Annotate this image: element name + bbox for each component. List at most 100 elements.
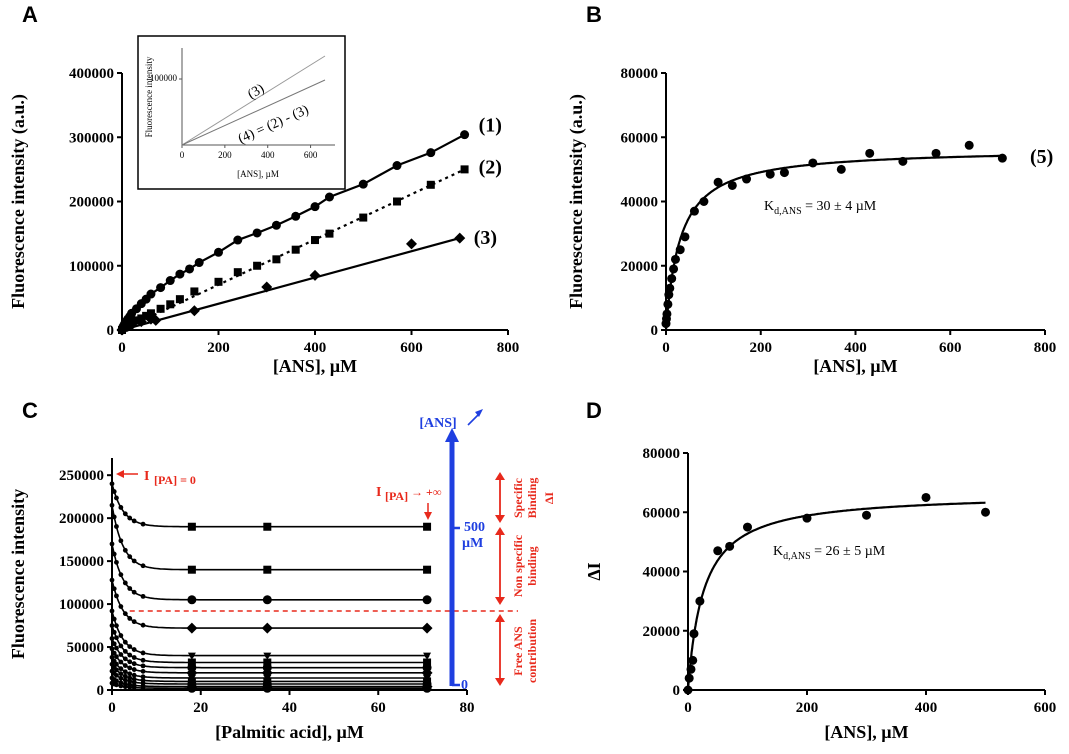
data-point (765, 169, 775, 179)
y-tick-label: 400000 (69, 66, 114, 82)
data-point (261, 281, 273, 293)
data-point (291, 211, 301, 221)
data-point (981, 507, 990, 517)
data-point (127, 684, 133, 690)
series-label: (5) (1030, 146, 1053, 168)
inset-label-3: (3) (245, 81, 267, 102)
data-point (118, 675, 124, 681)
specific-arrow-head-bottom (495, 515, 505, 523)
data-point (131, 518, 137, 524)
y-tick-label: 0 (107, 323, 115, 339)
data-point (187, 652, 196, 660)
data-point (156, 304, 165, 313)
data-point (127, 675, 133, 681)
data-point (262, 595, 272, 605)
x-tick-label: 400 (844, 340, 867, 356)
x-tick-label: 20 (193, 700, 208, 716)
data-point (175, 269, 185, 279)
delta-i-label: ΔI (542, 492, 556, 505)
data-point (114, 682, 119, 688)
data-point (325, 229, 334, 238)
data-point (406, 238, 417, 250)
data-point (175, 295, 184, 304)
data-point (109, 577, 115, 583)
x-tick-label: 200 (796, 700, 819, 716)
iinf-suffix: → +∞ (411, 485, 442, 499)
data-point (187, 565, 196, 574)
data-point (122, 511, 128, 517)
series-label: (3) (474, 227, 497, 249)
y-tick-label: 300000 (69, 130, 114, 146)
panel-D: 0 20000 40000 60000 80000 0 200 400 600 [ANS], µM… (584, 398, 1056, 742)
data-point (131, 661, 137, 667)
specific-arrow-head-top (495, 472, 505, 480)
y-axis-title: Fluorescence intensity (8, 489, 28, 659)
y-axis-title: Fluorescence intensity (a.u.) (566, 94, 587, 309)
fit-curve (686, 501, 986, 690)
data-point (131, 589, 137, 595)
data-point (122, 611, 128, 617)
x-tick-label: 800 (497, 340, 520, 356)
data-point (713, 177, 723, 187)
data-point (808, 158, 818, 168)
y-tick-label: 60000 (621, 130, 659, 146)
data-point (122, 669, 128, 675)
data-point (187, 522, 196, 531)
data-point (109, 481, 115, 487)
x-tick-label: 200 (750, 340, 773, 356)
data-point (713, 546, 723, 556)
data-point (166, 300, 175, 309)
panel-letter: C (22, 398, 38, 423)
data-point (118, 505, 124, 510)
data-point (122, 684, 128, 690)
data-point (665, 283, 675, 293)
data-point (423, 522, 432, 531)
data-point (684, 673, 694, 683)
data-point (127, 554, 133, 560)
data-point (127, 515, 133, 521)
data-point (118, 538, 124, 544)
data-point (686, 664, 696, 674)
x-tick-label: 600 (1034, 700, 1057, 716)
data-point (118, 643, 124, 649)
data-point (359, 213, 368, 222)
data-point (662, 309, 672, 319)
binding-label-1: Binding (525, 478, 539, 519)
data-point (272, 255, 281, 264)
x-tick-label: 0 (662, 340, 670, 356)
data-point (324, 192, 334, 202)
inset-line-3 (181, 55, 326, 146)
data-point (675, 245, 685, 255)
data-point (263, 522, 272, 531)
data-point (127, 644, 133, 650)
contribution-label: contribution (525, 619, 539, 683)
x-tick-label: 400 (915, 700, 938, 716)
series-line-3 (121, 237, 461, 332)
data-point (127, 586, 133, 591)
y-tick-label: 20000 (643, 624, 681, 640)
data-point (114, 635, 119, 641)
data-point (140, 657, 146, 663)
data-point (118, 572, 124, 578)
panel-letter: A (22, 2, 38, 27)
data-point (127, 659, 133, 665)
data-point (131, 672, 137, 678)
data-point (742, 174, 752, 184)
series-label: (1) (479, 115, 502, 137)
data-point (683, 685, 693, 695)
data-point (921, 492, 931, 502)
inset: 0 200 400 600 100000 [ANS], µM Fluorescence in… (137, 35, 346, 190)
data-point (188, 305, 200, 317)
data-point (190, 287, 199, 296)
data-point (233, 268, 242, 277)
data-point (214, 247, 223, 257)
data-point (140, 593, 146, 599)
data-point (836, 164, 846, 174)
y-tick-label: 0 (97, 683, 105, 699)
inset-x-tick-label: 400 (261, 150, 275, 160)
data-point (109, 646, 115, 652)
data-point (118, 659, 124, 665)
x-tick-label: 600 (400, 340, 423, 356)
data-point (310, 202, 320, 212)
